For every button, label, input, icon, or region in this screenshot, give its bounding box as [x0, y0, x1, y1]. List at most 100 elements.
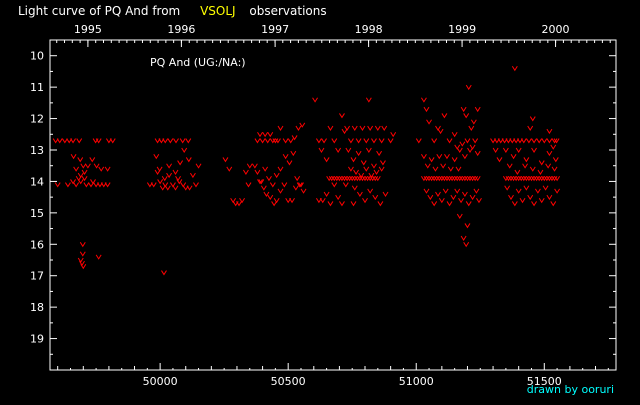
observation-point: [546, 194, 553, 201]
year-tick-label: 1999: [448, 23, 476, 36]
observation-point: [299, 122, 306, 128]
observation-point: [365, 147, 372, 153]
observation-point: [292, 185, 299, 191]
observation-point: [463, 113, 470, 119]
observation-point: [550, 201, 557, 207]
observation-point: [326, 176, 333, 182]
observation-point: [420, 154, 427, 160]
chart-title: Light curve of PQ And from VSOLJ observa…: [18, 4, 327, 18]
observation-point: [175, 176, 181, 182]
observation-point: [323, 157, 330, 163]
observation-point: [518, 176, 525, 182]
observation-point: [523, 185, 530, 191]
observation-point: [353, 169, 359, 175]
observation-point: [277, 188, 284, 194]
observation-point: [455, 166, 462, 172]
observation-point: [104, 182, 111, 188]
observation-point: [167, 138, 174, 144]
observation-point: [426, 119, 432, 125]
observation-point: [358, 172, 365, 179]
observation-point: [272, 138, 279, 144]
observation-point: [180, 182, 187, 188]
observation-point: [166, 172, 173, 179]
x-tick-label: 51500: [527, 375, 562, 388]
observation-point: [464, 138, 471, 144]
observation-point: [461, 176, 468, 182]
observation-point: [170, 182, 176, 188]
observation-point: [472, 138, 479, 144]
observation-point: [533, 176, 540, 182]
observation-point: [239, 198, 246, 204]
observation-point: [52, 138, 59, 144]
observation-point: [371, 138, 377, 144]
observation-point: [162, 182, 169, 188]
observation-point: [426, 176, 432, 182]
observation-point: [469, 194, 476, 201]
observation-point: [461, 154, 468, 160]
observation-point: [546, 176, 553, 182]
observation-point: [70, 179, 76, 185]
observation-point: [273, 172, 280, 179]
y-tick-label: 12: [30, 113, 44, 126]
observation-point: [371, 163, 377, 169]
observation-point: [552, 157, 559, 163]
observation-point: [226, 166, 233, 172]
observation-point: [441, 113, 448, 119]
observation-point: [446, 201, 453, 207]
observation-point: [189, 172, 196, 179]
observation-point: [531, 147, 537, 153]
observation-point: [277, 125, 284, 131]
observation-point: [546, 128, 553, 135]
credit-text: drawn by ooruri: [527, 383, 614, 396]
observation-point: [263, 191, 270, 197]
observation-point: [319, 198, 326, 204]
observation-point: [456, 213, 463, 219]
observation-point: [551, 166, 558, 172]
observation-point: [176, 179, 183, 185]
observation-point: [519, 198, 526, 204]
observation-point: [266, 176, 272, 182]
observation-point: [464, 176, 471, 182]
observation-point: [554, 188, 561, 194]
observation-point: [246, 163, 253, 169]
chart-title-highlight: VSOLJ: [200, 4, 236, 18]
observation-point: [415, 138, 422, 144]
observation-point: [431, 201, 438, 207]
observation-point: [380, 160, 386, 166]
top-year-axis: 1995 1996 1997 1998 1999 2000: [56, 23, 611, 47]
observation-point: [373, 169, 380, 175]
observation-point: [355, 150, 362, 157]
observation-point: [80, 163, 87, 169]
observation-point: [520, 138, 527, 144]
observation-point: [438, 176, 445, 182]
observation-point: [527, 194, 534, 201]
observation-point: [294, 176, 301, 182]
year-tick-label: 1996: [167, 23, 195, 36]
observation-point: [104, 166, 111, 172]
observation-point: [341, 176, 348, 182]
observation-point: [88, 182, 94, 188]
observation-point: [468, 125, 475, 131]
observation-point: [515, 188, 522, 194]
observation-point: [423, 106, 430, 113]
observation-point: [267, 132, 274, 138]
observation-point: [331, 176, 338, 182]
observation-point: [367, 188, 374, 194]
observation-point: [154, 169, 161, 175]
y-tick-label: 11: [30, 81, 44, 94]
observation-point: [553, 138, 560, 144]
observation-point: [435, 191, 441, 197]
observation-point: [368, 172, 375, 179]
observation-point: [222, 157, 229, 163]
observation-point: [531, 176, 537, 182]
observation-point: [296, 182, 303, 188]
observation-point: [291, 135, 298, 141]
observation-point: [381, 125, 388, 131]
observation-point: [508, 194, 514, 201]
observation-point: [538, 160, 545, 166]
observation-point: [173, 138, 179, 144]
observation-point: [355, 138, 362, 144]
observation-point: [376, 150, 383, 157]
observation-point: [339, 113, 345, 119]
observation-point: [254, 169, 261, 175]
